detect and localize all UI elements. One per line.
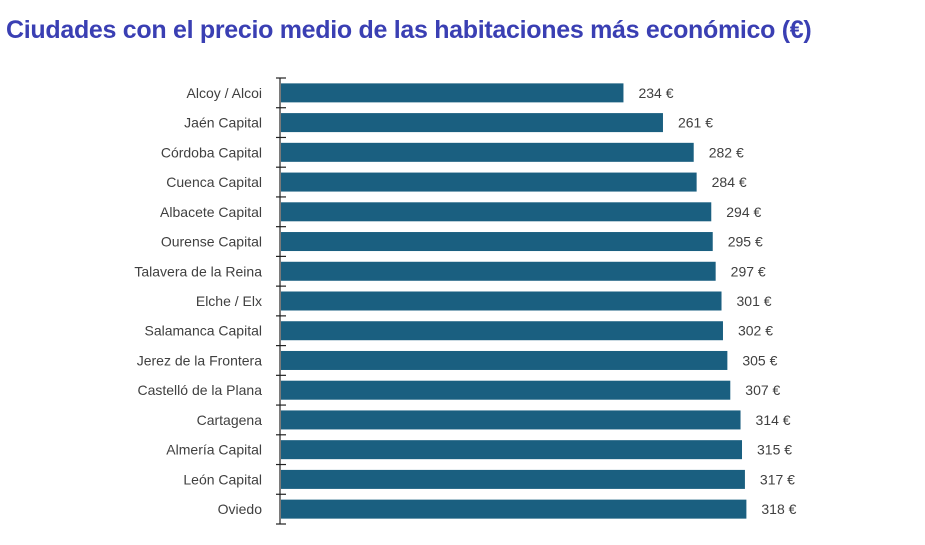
bar xyxy=(281,410,741,430)
data-label: 305 € xyxy=(742,352,777,368)
data-label: 297 € xyxy=(731,263,766,279)
bar xyxy=(281,261,716,281)
data-label: 315 € xyxy=(757,442,792,458)
category-label: Cartagena xyxy=(197,412,263,428)
data-label: 294 € xyxy=(726,204,761,220)
bar xyxy=(281,202,712,222)
category-label: León Capital xyxy=(183,471,262,487)
data-label: 302 € xyxy=(738,323,773,339)
bar xyxy=(281,172,697,192)
bar xyxy=(281,321,723,341)
data-label: 284 € xyxy=(712,174,747,190)
bar xyxy=(281,499,747,519)
category-label: Cuenca Capital xyxy=(166,174,262,190)
bar xyxy=(281,440,743,460)
bar xyxy=(281,232,713,252)
bar xyxy=(281,350,728,370)
category-label: Oviedo xyxy=(218,501,263,517)
data-label: 295 € xyxy=(728,234,763,250)
data-label: 301 € xyxy=(737,293,772,309)
data-label: 318 € xyxy=(761,501,796,517)
chart-title: Ciudades con el precio medio de las habi… xyxy=(6,16,812,44)
category-label: Jerez de la Frontera xyxy=(137,352,262,368)
data-label: 307 € xyxy=(745,382,780,398)
category-label: Almería Capital xyxy=(166,442,262,458)
category-label: Talavera de la Reina xyxy=(134,263,262,279)
bar xyxy=(281,291,722,311)
data-label: 317 € xyxy=(760,471,795,487)
category-label: Alcoy / Alcoi xyxy=(187,85,262,101)
bar xyxy=(281,469,745,489)
bar xyxy=(281,142,694,162)
bar xyxy=(281,380,731,400)
data-label: 282 € xyxy=(709,144,744,160)
category-label: Castelló de la Plana xyxy=(137,382,262,398)
category-label: Jaén Capital xyxy=(184,115,262,131)
category-label: Córdoba Capital xyxy=(161,144,262,160)
data-label: 261 € xyxy=(678,115,713,131)
category-label: Albacete Capital xyxy=(160,204,262,220)
data-label: 234 € xyxy=(638,85,673,101)
category-label: Ourense Capital xyxy=(161,234,262,250)
data-label: 314 € xyxy=(756,412,791,428)
bar xyxy=(281,113,663,133)
category-label: Elche / Elx xyxy=(196,293,262,309)
category-label: Salamanca Capital xyxy=(144,323,262,339)
bar xyxy=(281,83,624,103)
